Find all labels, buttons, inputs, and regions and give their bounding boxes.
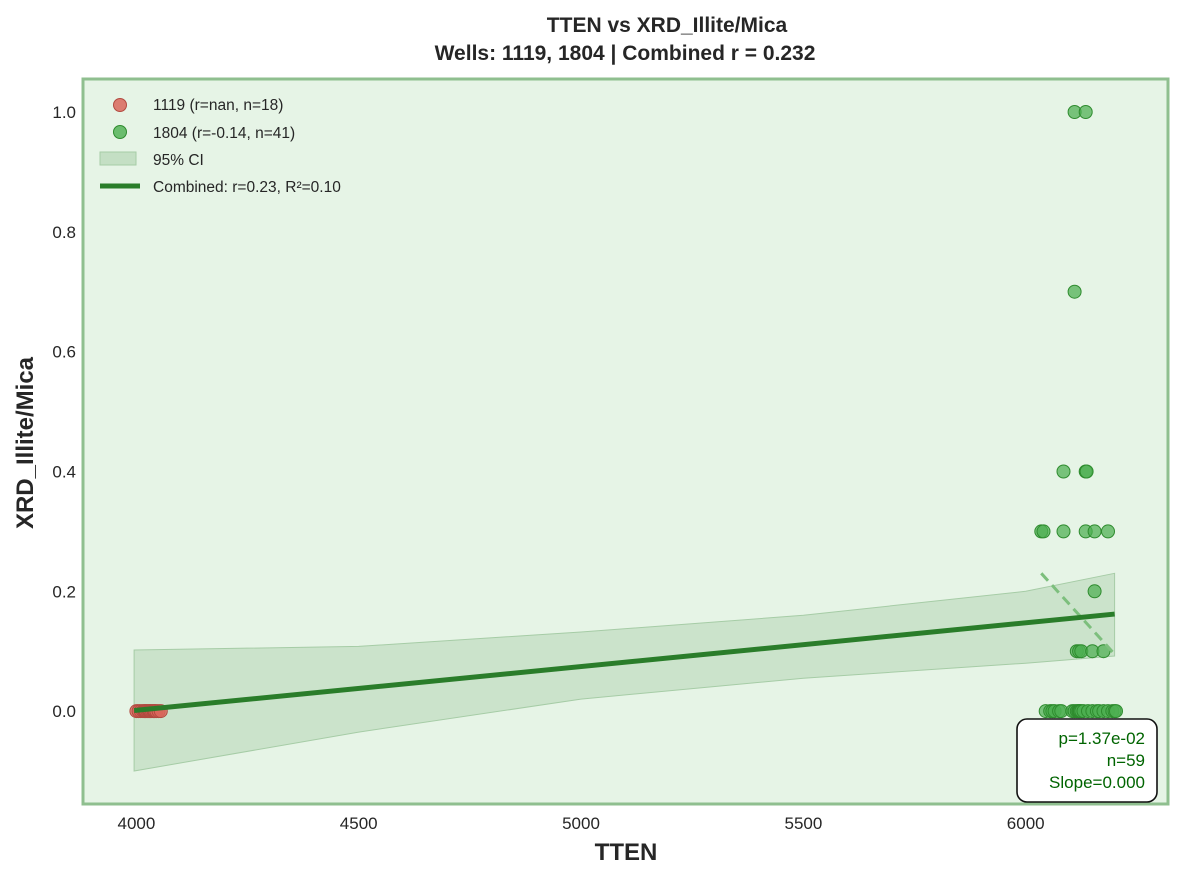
legend-label-fit: Combined: r=0.23, R²=0.10 [153,179,341,196]
legend-marker-1804 [113,125,127,139]
series-1804-point-7 [1036,524,1051,539]
y-axis-label: XRD_Illite/Mica [12,356,39,529]
x-tick-label: 4500 [340,814,378,833]
legend-label-1804: 1804 (r=-0.14, n=41) [153,125,295,142]
series-1804-point-11 [1101,524,1115,539]
x-tick-label: 6000 [1007,814,1045,833]
series-1804-point-3 [1056,464,1071,479]
combined-fit-line [133,611,1115,714]
stats-box-frame [1016,718,1158,803]
x-tick-label: 5000 [562,814,600,833]
series-1804 [1034,105,1123,719]
series-1804-point-40 [1109,704,1123,719]
chart-title: TTEN vs XRD_Illite/Mica [547,14,788,37]
legend-marker-1119 [113,98,127,112]
y-tick-label: 0.0 [52,702,76,721]
stats-slope: Slope=0.000 [1049,773,1145,792]
x-axis-label: TTEN [595,839,658,866]
y-tick-label: 0.6 [52,343,76,362]
x-axis-ticks: 4000 4500 5000 5500 6000 [117,814,1044,833]
x-tick-label: 4000 [117,814,155,833]
series-1804-point-12 [1087,584,1102,599]
chart-subtitle: Wells: 1119, 1804 | Combined r = 0.232 [435,42,816,65]
x-tick-label: 5500 [784,814,822,833]
series-1804-point-5 [1079,464,1094,479]
stats-box: p=1.37e-02 n=59 Slope=0.000 [1016,718,1158,803]
series-1804-point-1 [1078,105,1093,119]
legend-ci-swatch [99,151,137,166]
stats-p-value: p=1.37e-02 [1059,729,1146,748]
y-axis-ticks: 0.0 0.2 0.4 0.6 0.8 1.0 [52,103,76,721]
y-tick-label: 0.2 [52,582,76,601]
y-tick-label: 1.0 [52,103,76,122]
well-1804-fit-line [1040,572,1116,656]
ci-band [133,572,1116,772]
series-1804-point-8 [1056,524,1071,539]
y-tick-label: 0.8 [52,223,76,242]
legend: 1119 (r=nan, n=18) 1804 (r=-0.14, n=41) … [99,97,341,196]
plot-frame [81,77,1170,806]
series-1804-point-2 [1067,284,1082,299]
y-tick-label: 0.4 [52,463,76,482]
series-1804-point-10 [1087,524,1102,539]
stats-n: n=59 [1107,751,1145,770]
legend-label-ci: 95% CI [153,152,204,169]
legend-label-1119: 1119 (r=nan, n=18) [153,97,283,114]
